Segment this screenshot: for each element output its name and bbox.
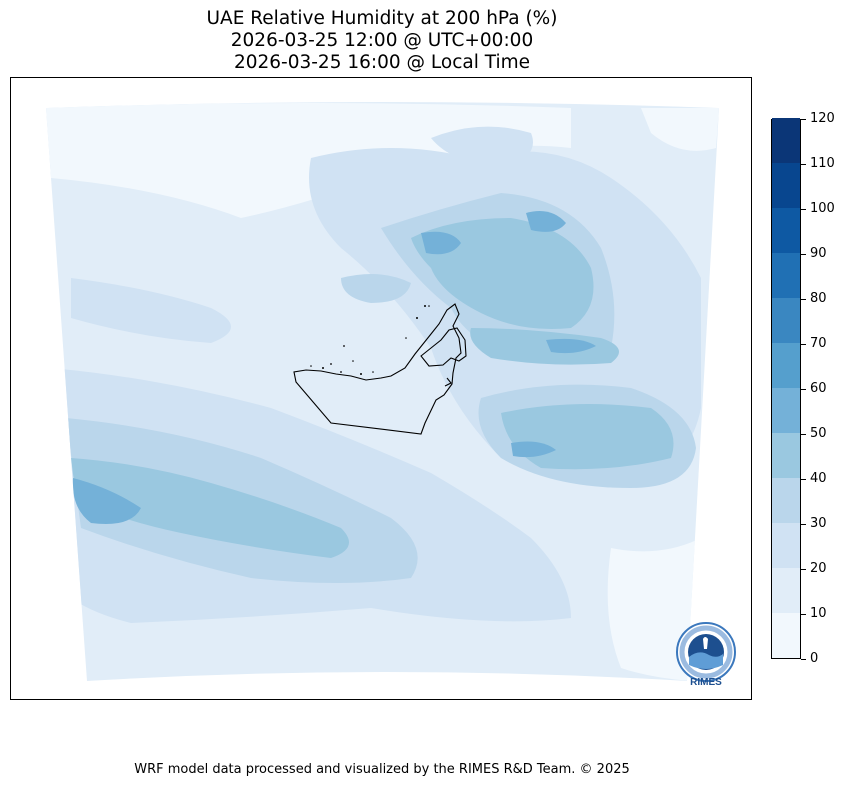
uae-emirate-line [444,377,452,387]
colorbar-tick [801,343,806,345]
humidity-band-0-10 [641,108,719,151]
colorbar-segment [772,568,800,613]
humidity-field [46,102,719,681]
colorbar-tick-label: 70 [810,336,827,351]
colorbar-segment [772,253,800,298]
islands [310,305,430,375]
humidity-band-50-60 [421,231,461,255]
colorbar-tick [801,118,806,120]
colorbar-tick [801,208,806,210]
humidity-band-40-50 [470,328,619,365]
uae-border-line [293,303,462,435]
colorbar-segment [772,208,800,253]
map-title: UAE Relative Humidity at 200 hPa (%) [206,8,558,29]
humidity-band-50-60 [546,338,596,354]
colorbar-tick [801,298,806,300]
rimes-logo: RIMES [675,621,737,688]
colorbar-tick-label: 40 [810,471,827,486]
map-panel [10,77,752,700]
humidity-band-30-40 [341,274,411,303]
utc-time-label: 2026-03-25 12:00 @ UTC+00:00 [230,30,534,51]
humidity-band-0-10 [46,103,571,218]
humidity-band-40-50 [71,458,349,558]
humidity-band-50-60 [511,441,556,458]
colorbar-tick-label: 90 [810,246,827,261]
colorbar-tick [801,388,806,390]
logo-text: RIMES [690,677,722,687]
colorbar-tick [801,613,806,615]
colorbar-segment [772,388,800,433]
local-time-label: 2026-03-25 16:00 @ Local Time [233,52,531,73]
colorbar-tick [801,523,806,525]
footer-credit: WRF model data processed and visualized … [134,762,630,777]
colorbar-tick-label: 80 [810,291,827,306]
colorbar-tick [801,163,806,165]
colorbar-segment [772,118,800,163]
humidity-band-20-30 [431,126,533,168]
colorbar-tick-label: 20 [810,561,827,576]
humidity-band-50-60 [72,478,141,524]
colorbar-segment [772,613,800,658]
colorbar-tick [801,253,806,255]
humidity-band-50-60 [526,210,566,232]
colorbar-tick-label: 10 [810,606,827,621]
colorbar-tick [801,433,806,435]
colorbar-tick-label: 100 [810,201,835,216]
colorbar-segment [772,298,800,343]
colorbar-tick [801,658,806,660]
colorbar-tick-label: 50 [810,426,827,441]
colorbar-tick-label: 120 [810,111,835,126]
colorbar-tick-label: 0 [810,651,819,666]
colorbar-segment [772,478,800,523]
colorbar-segment [772,523,800,568]
uae-emirate-line [420,327,467,367]
colorbar [771,118,801,659]
humidity-map [46,102,719,681]
uae-boundary [293,303,467,435]
humidity-band-20-30 [71,278,231,343]
colorbar-tick-label: 60 [810,381,827,396]
colorbar-tick [801,478,806,480]
colorbar-segment [772,343,800,388]
colorbar-tick-label: 30 [810,516,827,531]
colorbar-segment [772,163,800,208]
colorbar-tick [801,568,806,570]
colorbar-tick-label: 110 [810,156,835,171]
colorbar-segment [772,433,800,478]
